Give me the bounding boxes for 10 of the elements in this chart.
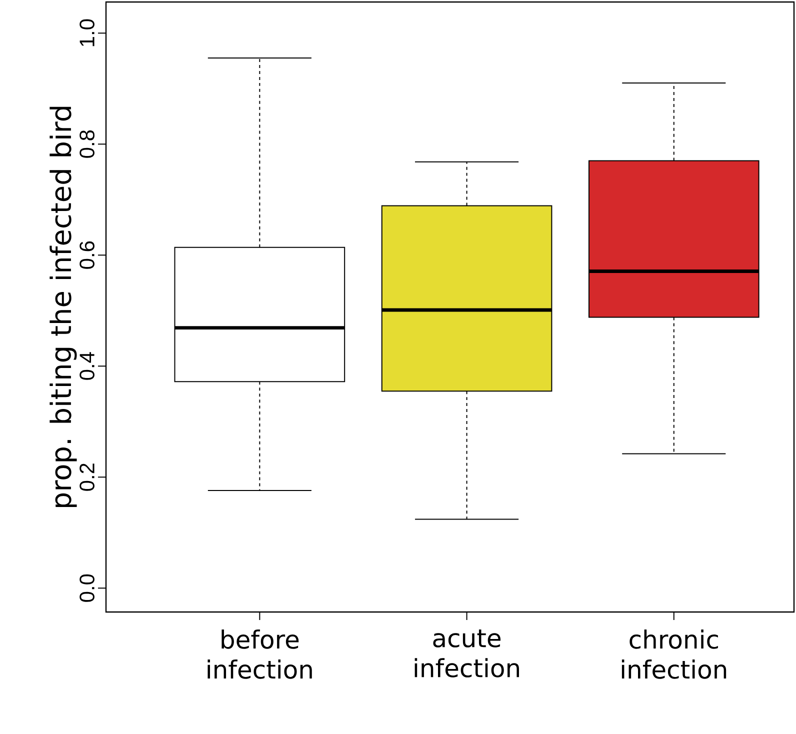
y-tick-label: 0.4 — [80, 352, 94, 380]
y-tick-label: 1.0 — [80, 19, 94, 46]
x-tick-label: acute infection — [414, 630, 519, 678]
y-tick-label: 0.2 — [80, 464, 94, 491]
y-tick-label: 0.8 — [80, 130, 94, 158]
y-axis-title: prop. biting the infected bird — [50, 106, 77, 508]
y-tick-label: 0.6 — [80, 241, 94, 269]
x-tick-label: before infection — [208, 630, 312, 679]
x-tick-label: chronic infection — [622, 630, 726, 679]
y-tick-label: 0.0 — [80, 574, 94, 602]
